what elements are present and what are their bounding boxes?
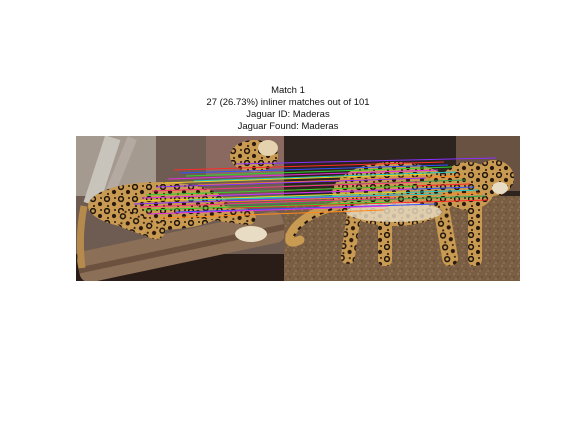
title-line-jaguar-id: Jaguar ID: Maderas xyxy=(246,109,330,120)
match-lines xyxy=(133,157,497,219)
title-line-match: Match 1 xyxy=(271,85,305,96)
left-jaguar-image xyxy=(76,136,286,281)
title-line-inliers: 27 (26.73%) inliner matches out of 101 xyxy=(206,97,370,108)
match-visualization xyxy=(76,136,520,281)
title-line-jaguar-found: Jaguar Found: Maderas xyxy=(237,121,339,132)
figure-title: Match 1 27 (26.73%) inliner matches out … xyxy=(0,85,576,133)
